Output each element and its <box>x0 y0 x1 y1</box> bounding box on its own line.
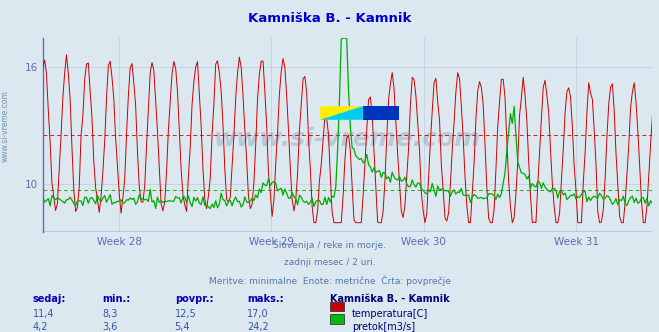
Text: 17,0: 17,0 <box>247 309 269 319</box>
Text: min.:: min.: <box>102 294 130 304</box>
Text: maks.:: maks.: <box>247 294 284 304</box>
Text: pretok[m3/s]: pretok[m3/s] <box>352 322 415 332</box>
Bar <box>363 106 399 120</box>
Text: Kamniška B. - Kamnik: Kamniška B. - Kamnik <box>330 294 449 304</box>
Text: 5,4: 5,4 <box>175 322 190 332</box>
Text: zadnji mesec / 2 uri.: zadnji mesec / 2 uri. <box>283 258 376 267</box>
Text: Meritve: minimalne  Enote: metrične  Črta: povprečje: Meritve: minimalne Enote: metrične Črta:… <box>208 275 451 286</box>
Text: temperatura[C]: temperatura[C] <box>352 309 428 319</box>
Text: Kamniška B. - Kamnik: Kamniška B. - Kamnik <box>248 12 411 25</box>
Text: 3,6: 3,6 <box>102 322 117 332</box>
Polygon shape <box>320 106 363 120</box>
Text: 11,4: 11,4 <box>33 309 55 319</box>
Text: 4,2: 4,2 <box>33 322 49 332</box>
Text: 8,3: 8,3 <box>102 309 117 319</box>
Text: Slovenija / reke in morje.: Slovenija / reke in morje. <box>273 241 386 250</box>
Text: www.si-vreme.com: www.si-vreme.com <box>1 90 10 162</box>
Polygon shape <box>320 106 363 120</box>
Text: povpr.:: povpr.: <box>175 294 213 304</box>
Text: www.si-vreme.com: www.si-vreme.com <box>214 127 481 151</box>
Text: 24,2: 24,2 <box>247 322 269 332</box>
Text: 12,5: 12,5 <box>175 309 196 319</box>
Text: sedaj:: sedaj: <box>33 294 67 304</box>
